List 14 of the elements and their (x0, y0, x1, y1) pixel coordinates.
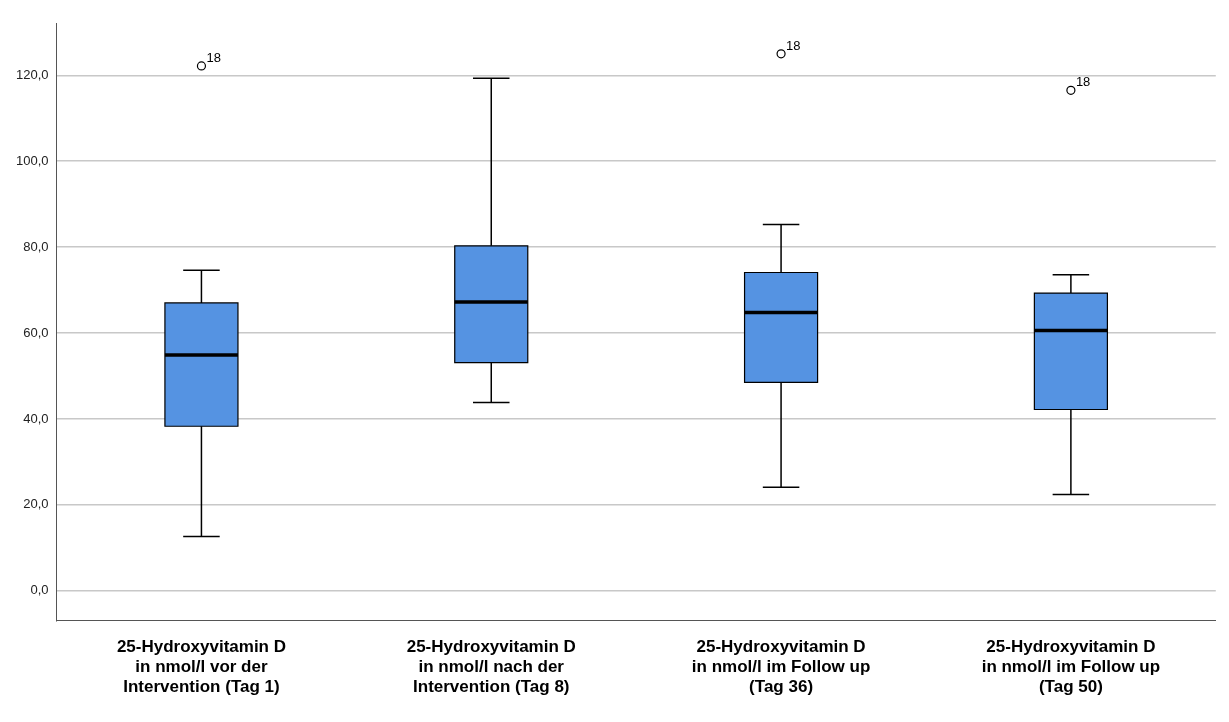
annotation: 18 (206, 49, 221, 65)
y-tick-label: 0,0 (30, 582, 49, 598)
x-tick-label: 25-Hydroxyvitamin D in nmol/l nach der Intervention (Tag 8) (406, 636, 576, 697)
x-tick-label: 25-Hydroxyvitamin D in nmol/l vor der Intervention (Tag 1) (116, 636, 286, 697)
x-tick-label: 25-Hydroxyvitamin D in nmol/l im Follow up (Tag 50) (981, 636, 1161, 697)
y-tick-label: 120,0 (15, 66, 49, 82)
x-tick-label: 25-Hydroxyvitamin D in nmol/l im Follow up (Tag 36) (691, 636, 871, 697)
annotation: 18 (1075, 74, 1091, 90)
y-tick-label: 100,0 (15, 152, 49, 168)
y-tick-label: 20,0 (23, 496, 49, 512)
y-tick-label: 80,0 (23, 238, 49, 254)
y-tick-label: 40,0 (23, 410, 49, 426)
annotation: 18 (786, 37, 801, 53)
y-tick-label: 60,0 (23, 324, 49, 340)
